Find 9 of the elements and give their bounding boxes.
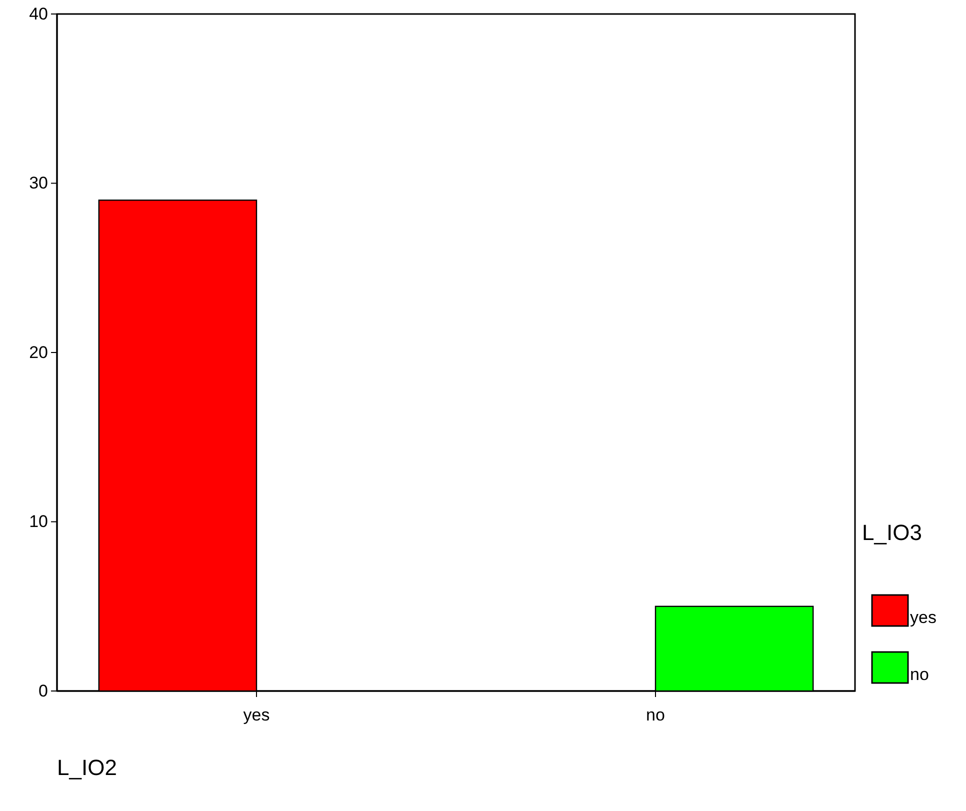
y-tick-label: 40 <box>29 4 48 24</box>
x-axis-title: L_IO2 <box>57 755 117 780</box>
y-tick-label: 10 <box>29 512 48 532</box>
y-tick-label: 30 <box>29 174 48 193</box>
legend-title: L_IO3 <box>862 520 922 545</box>
legend-label: no <box>910 665 929 684</box>
y-tick-label: 20 <box>29 342 48 362</box>
legend-label: yes <box>910 608 936 627</box>
y-tick-label: 0 <box>38 681 48 700</box>
